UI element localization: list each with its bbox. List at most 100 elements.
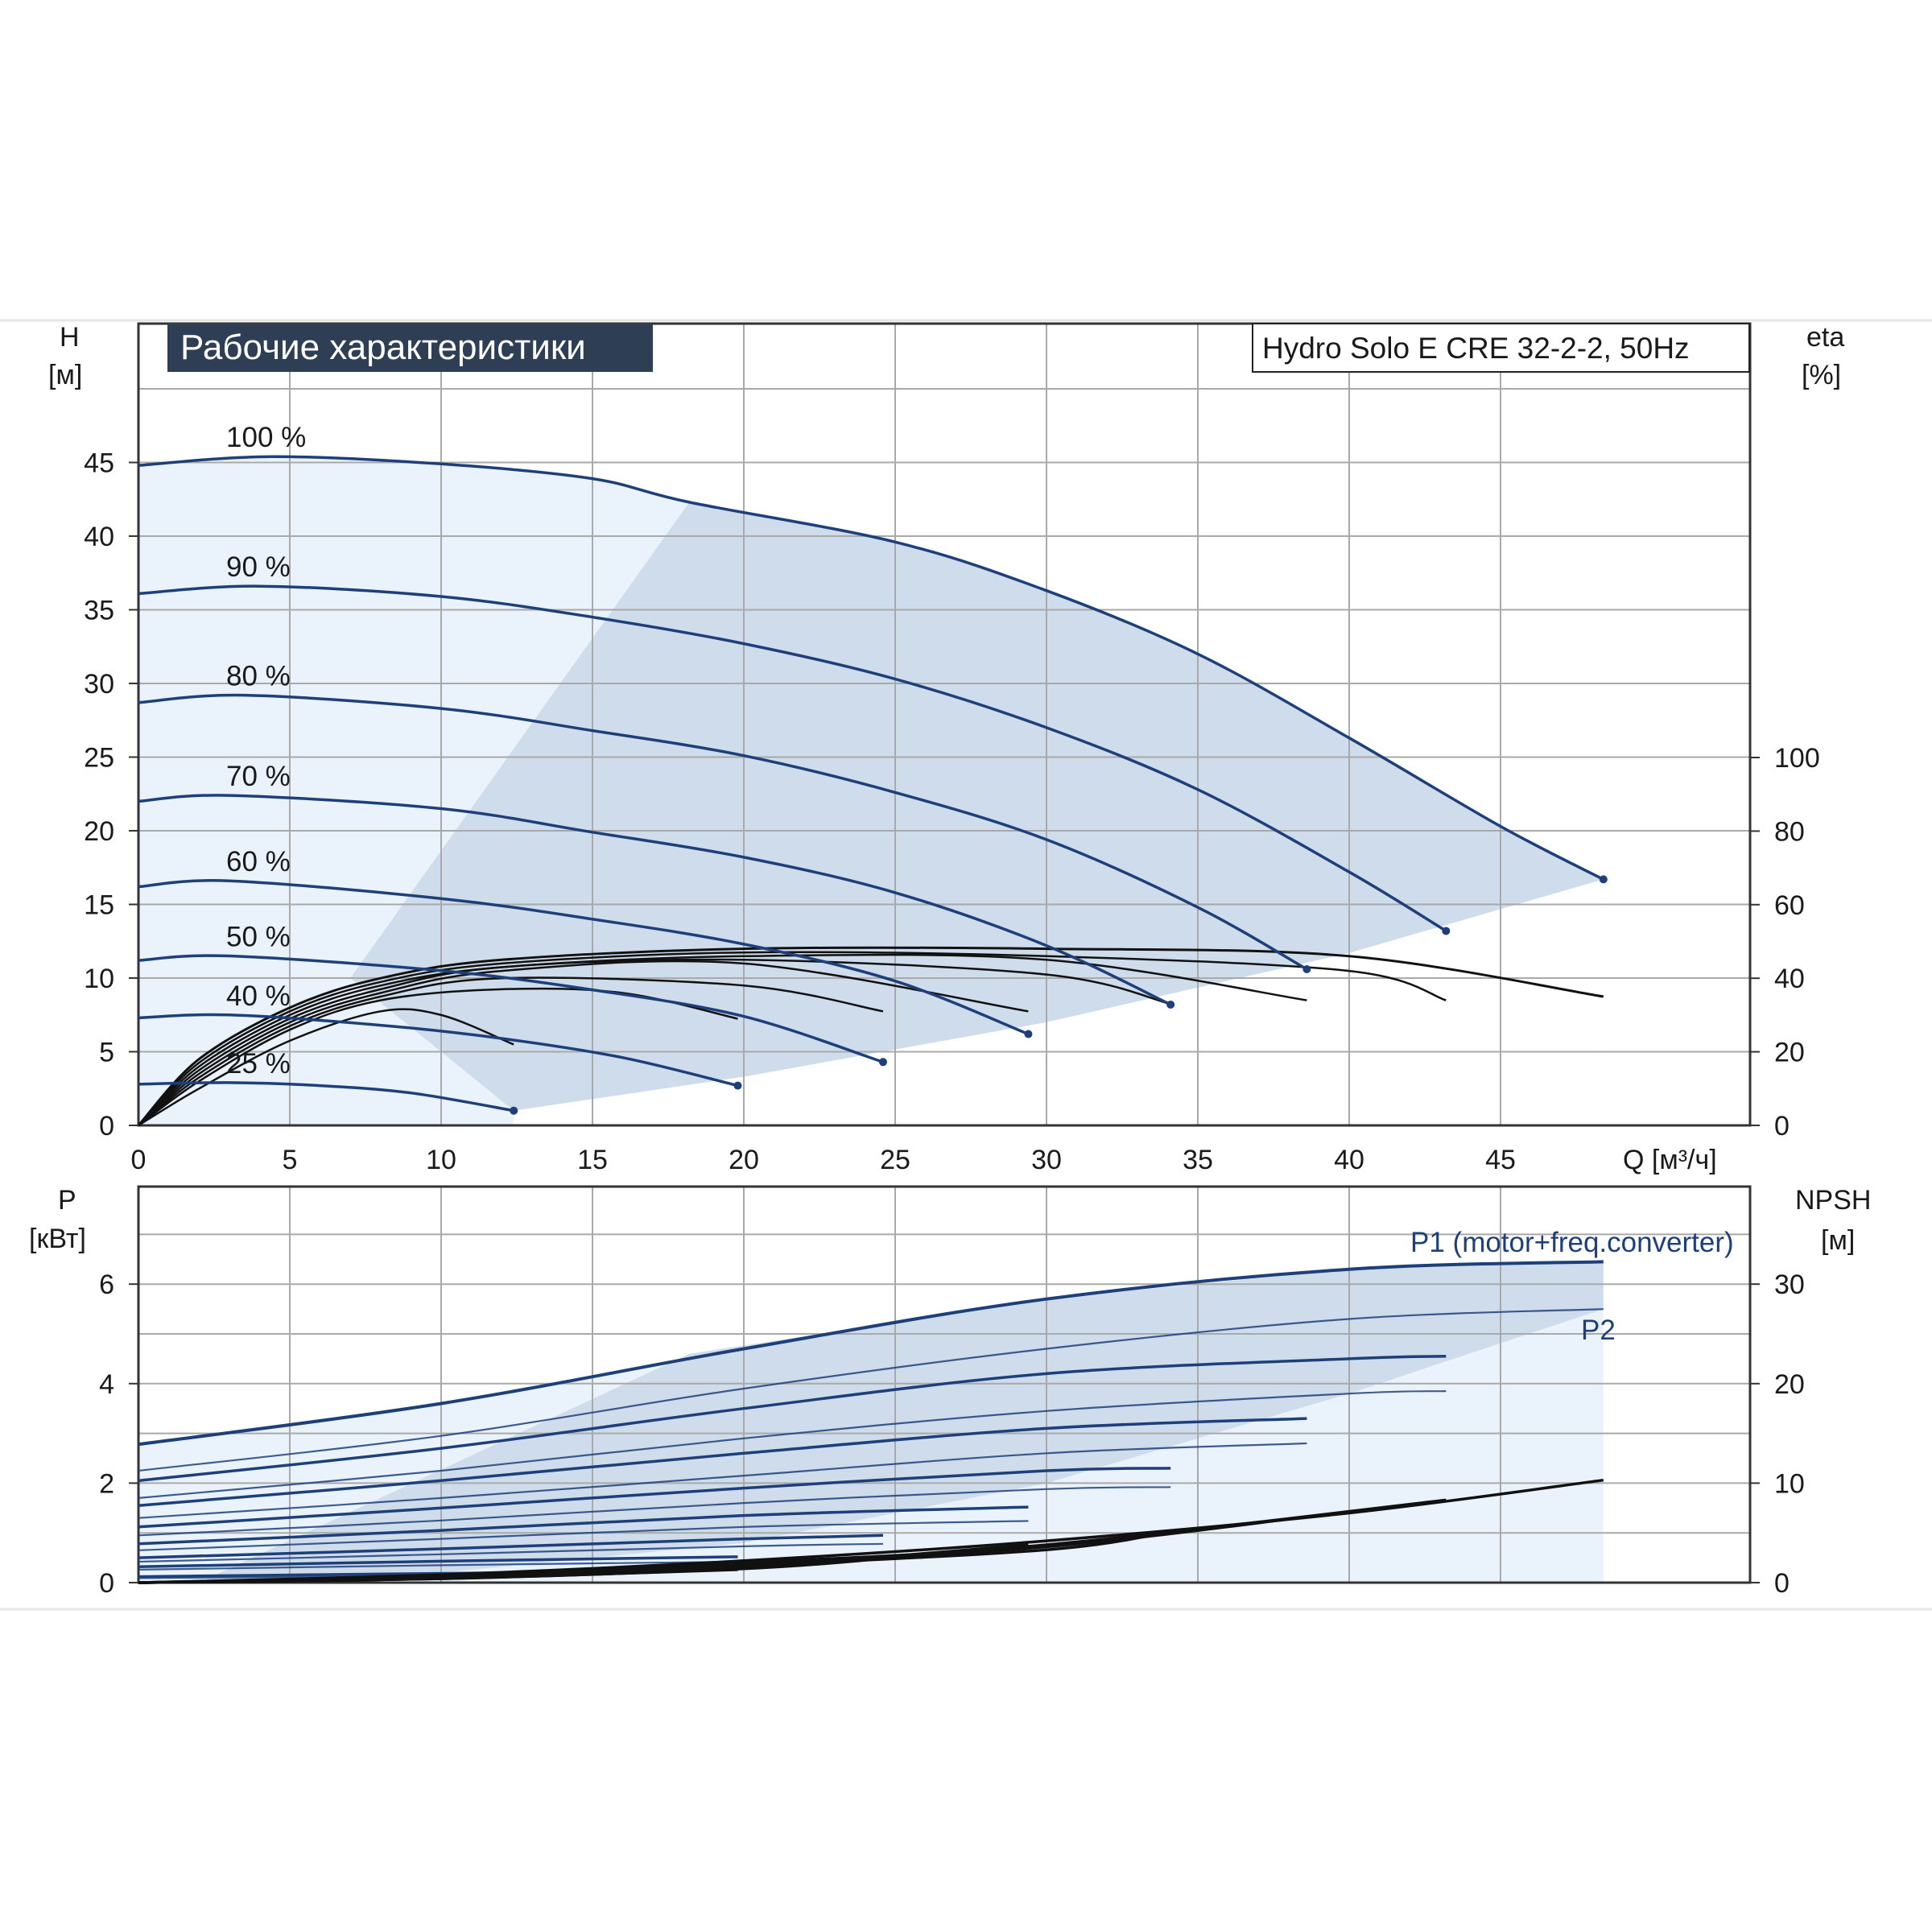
head-y-tick-label: 20	[84, 816, 114, 847]
power-plot-frame	[137, 1185, 1752, 1584]
eta-tick-label: 100	[1774, 743, 1820, 774]
eta-tick-label: 60	[1774, 890, 1805, 921]
p2-curve-1	[138, 1390, 1447, 1499]
head-curve-3	[138, 794, 1171, 1006]
legend-p1: P1 (motor+freq.converter)	[1410, 1227, 1734, 1258]
head-curve-end-3	[1166, 1000, 1175, 1009]
eta-tick-label: 0	[1774, 1111, 1790, 1141]
head-region-outside	[514, 879, 1604, 1125]
x-tick-label: 30	[1031, 1145, 1062, 1175]
head-y-tick-label: 5	[99, 1038, 114, 1068]
eta-curve-7	[138, 1008, 514, 1127]
power-y-tick-label: 4	[99, 1369, 114, 1400]
eta-curve-5	[138, 976, 884, 1126]
head-curve-4	[138, 879, 1030, 1036]
x-tick-label: 45	[1485, 1145, 1516, 1175]
head-y-tick-label: 25	[84, 743, 114, 774]
head-curve-5	[138, 954, 884, 1063]
head-y-tick-label: 30	[84, 669, 114, 700]
eta-curve-4	[138, 960, 1029, 1126]
npsh-tick-label: 20	[1774, 1369, 1805, 1400]
head-curve-end-4	[1024, 1030, 1033, 1038]
head-y-tick-label: 40	[84, 522, 114, 552]
x-tick-label: 15	[577, 1145, 608, 1175]
head-y-tick-label: 45	[84, 448, 114, 479]
y2-axis-label-npsh: NPSH	[1795, 1185, 1871, 1216]
curve-labels-layer: 100 % 90 % 80 % 70 % 60 % 50 % 40 % 25 %	[226, 422, 306, 1080]
x-tick-label: 25	[880, 1145, 910, 1175]
legend-p2: P2	[1581, 1315, 1616, 1346]
title-banner-text: Рабочие характеристики	[180, 328, 586, 367]
head-curve-end-0	[1599, 875, 1608, 884]
power-y-tick-label: 0	[99, 1568, 114, 1599]
p1-curve-1	[138, 1355, 1447, 1483]
x-tick-label: 10	[426, 1145, 456, 1175]
p2-curve-4	[138, 1520, 1029, 1551]
power-y-tick-label: 6	[99, 1269, 114, 1300]
head-curve-6	[138, 1013, 738, 1088]
x-tick-label: 0	[131, 1145, 147, 1175]
y-axis-unit-kw: [кВт]	[29, 1224, 86, 1254]
head-curve-1	[138, 584, 1447, 932]
npsh-curve-7	[138, 1575, 514, 1584]
eta-tick-label: 20	[1774, 1038, 1805, 1068]
x-axis-label-q: Q [м³/ч]	[1623, 1145, 1717, 1175]
speed-label-4: 60 %	[226, 846, 291, 877]
p2-curve-0	[138, 1308, 1604, 1472]
head-curve-2	[138, 693, 1308, 971]
eta-curve-3	[138, 958, 1171, 1126]
speed-label-0: 100 %	[226, 422, 306, 453]
background-layer	[0, 319, 1932, 1611]
p1-curve-0	[138, 1260, 1604, 1447]
y-axis-label-h: H	[60, 322, 80, 353]
head-y-tick-label: 15	[84, 890, 114, 921]
npsh-tick-label: 0	[1774, 1568, 1790, 1599]
head-curve-end-1	[1442, 927, 1451, 935]
eta-tick-label: 80	[1774, 816, 1805, 847]
power-y-tick-label: 2	[99, 1468, 114, 1499]
speed-label-1: 90 %	[226, 551, 291, 583]
x-tick-label: 5	[283, 1145, 298, 1175]
npsh-tick-label: 30	[1774, 1269, 1805, 1300]
p2-curve-3	[138, 1486, 1171, 1537]
speed-label-2: 80 %	[226, 661, 291, 692]
y2-axis-label-eta: eta	[1806, 322, 1844, 353]
p2-curve-5	[138, 1542, 884, 1563]
p1-curve-6	[138, 1555, 738, 1568]
model-label-box: Hydro Solo E CRE 32-2-2, 50Hz	[1252, 323, 1750, 373]
p1-curve-5	[138, 1534, 884, 1559]
eta-tick-label: 40	[1774, 964, 1805, 994]
p1-curve-4	[138, 1505, 1029, 1546]
curves-layer	[137, 455, 1608, 1584]
speed-label-6: 40 %	[226, 980, 291, 1012]
ticks-layer: 0 5 10 15 20 25 30 35 40 450510152025303540450204…	[84, 448, 1820, 1600]
npsh-tick-label: 10	[1774, 1468, 1805, 1499]
title-banner: Рабочие характеристики	[167, 324, 653, 372]
head-plot-frame	[137, 322, 1752, 1127]
head-curve-7	[138, 1081, 514, 1113]
head-curve-0	[138, 455, 1604, 881]
head-y-tick-label: 0	[99, 1111, 114, 1141]
eta-curve-1	[138, 951, 1447, 1126]
speed-label-5: 50 %	[226, 922, 291, 953]
model-label-bg	[1252, 323, 1750, 373]
p2-curve-6	[138, 1560, 738, 1571]
p1-curve-2	[138, 1417, 1307, 1507]
y2-axis-unit-percent: [%]	[1802, 360, 1841, 390]
y-axis-unit-m: [м]	[48, 360, 82, 390]
p1-curve-3	[138, 1467, 1171, 1529]
p2-curve-2	[138, 1442, 1307, 1519]
head-y-tick-label: 35	[84, 596, 114, 626]
x-tick-label: 20	[729, 1145, 759, 1175]
y-axis-label-p: P	[58, 1185, 76, 1216]
grid-layer	[137, 322, 1752, 1584]
y2-axis-unit-m: [м]	[1821, 1225, 1855, 1256]
head-curve-end-7	[510, 1106, 518, 1115]
speed-label-7: 25 %	[226, 1048, 291, 1080]
head-curve-end-5	[878, 1058, 887, 1067]
head-curve-end-6	[733, 1081, 742, 1090]
speed-label-3: 70 %	[226, 761, 291, 792]
title-banner-bg	[167, 324, 653, 372]
x-tick-label: 40	[1334, 1145, 1364, 1175]
